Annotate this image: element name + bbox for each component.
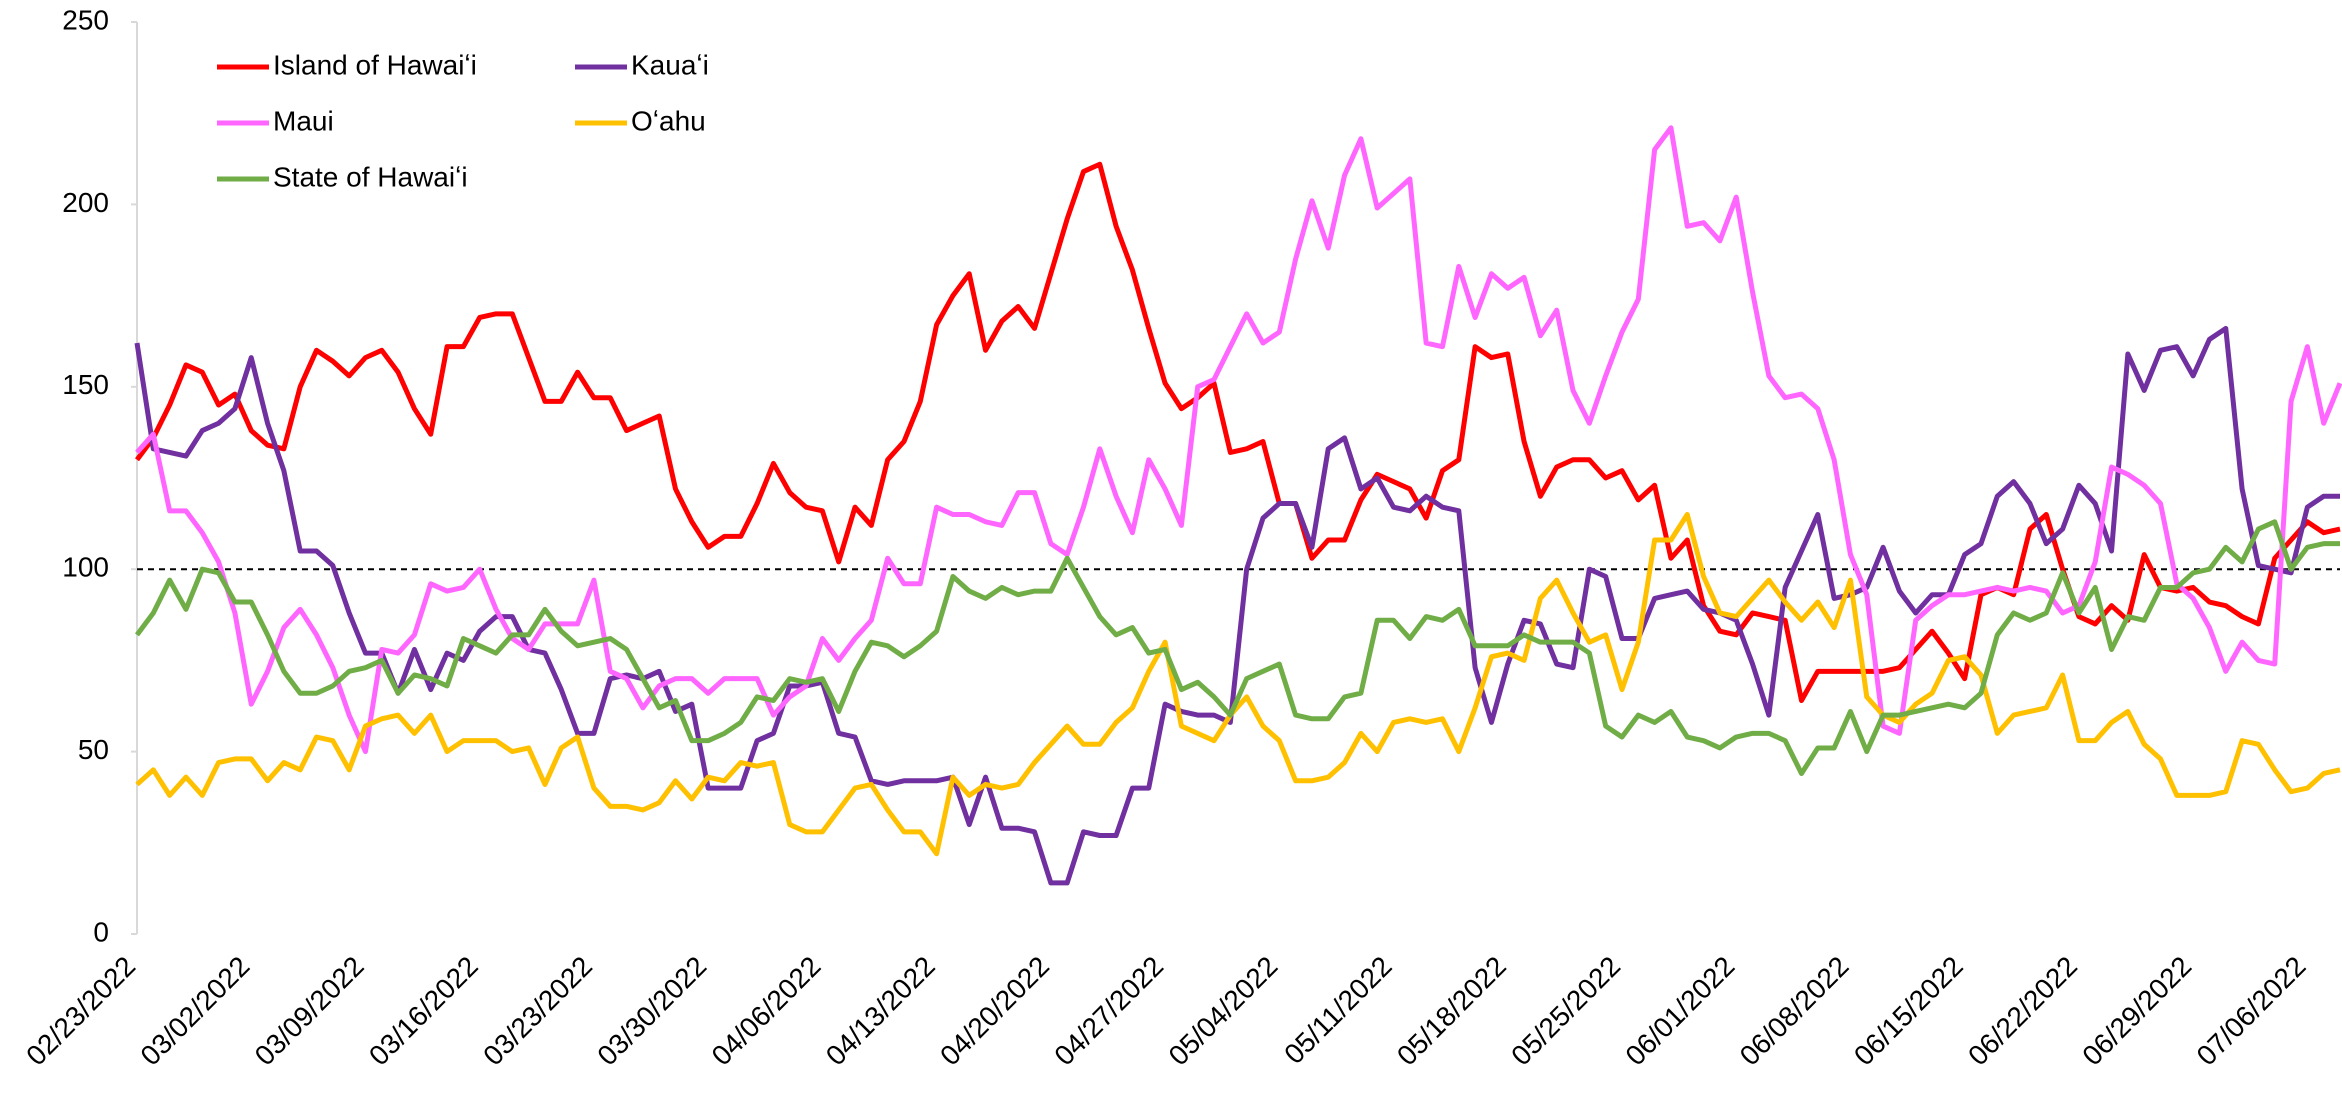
legend-label: Island of Hawaiʻi	[273, 49, 477, 80]
y-tick-label: 200	[62, 187, 109, 218]
x-tick-label: 05/11/2022	[1278, 950, 1398, 1070]
y-tick-label: 0	[93, 916, 109, 947]
x-tick-label: 04/27/2022	[1048, 950, 1169, 1071]
legend-label: Kauaʻi	[631, 49, 709, 80]
legend: Island of Hawaiʻi Kauaʻi Maui Oʻahu State of…	[217, 49, 709, 192]
series-line	[135, 125, 2342, 755]
x-tick-label: 07/06/2022	[2191, 950, 2312, 1071]
x-tick-label: 06/29/2022	[2076, 950, 2197, 1071]
y-tick-label: 100	[62, 552, 109, 583]
y-tick-label: 250	[62, 4, 109, 35]
series-line	[135, 511, 2341, 857]
y-tick-label: 150	[62, 369, 109, 400]
x-tick-label: 04/06/2022	[706, 950, 827, 1071]
x-tick-label: 04/13/2022	[820, 950, 941, 1071]
x-tick-label: 06/15/2022	[1848, 950, 1969, 1071]
x-tick-label: 05/18/2022	[1391, 950, 1512, 1071]
x-tick-label: 03/23/2022	[477, 950, 598, 1071]
x-tick-label: 03/09/2022	[249, 950, 370, 1071]
x-tick-label: 06/01/2022	[1619, 950, 1740, 1071]
legend-label: State of Hawaiʻi	[273, 161, 468, 192]
x-tick-label: 06/22/2022	[1962, 950, 2083, 1071]
x-tick-label: 05/25/2022	[1505, 950, 1626, 1071]
x-tick-label: 04/20/2022	[934, 950, 1055, 1071]
x-tick-label: 06/08/2022	[1734, 950, 1855, 1071]
series-line	[134, 325, 2340, 886]
x-tick-label: 03/16/2022	[363, 950, 484, 1071]
legend-label: Oʻahu	[631, 105, 706, 136]
x-tick-label: 03/02/2022	[134, 950, 255, 1071]
series-line	[134, 519, 2340, 776]
legend-label: Maui	[273, 105, 334, 136]
x-tick-label: 02/23/2022	[20, 950, 141, 1071]
x-tick-label: 05/04/2022	[1163, 950, 1284, 1071]
series-line	[134, 161, 2341, 704]
y-tick-label: 50	[78, 734, 109, 765]
x-tick-label: 03/30/2022	[591, 950, 712, 1071]
